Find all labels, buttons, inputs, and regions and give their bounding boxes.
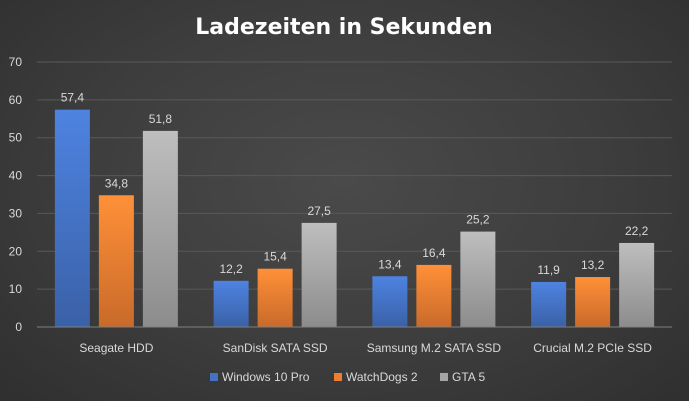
data-label: 22,2 — [625, 224, 649, 238]
legend-swatch — [334, 373, 342, 381]
legend-swatch — [440, 373, 448, 381]
y-tick-label: 20 — [9, 244, 23, 258]
bar — [302, 223, 337, 327]
bar — [531, 282, 566, 327]
y-tick-label: 10 — [9, 282, 23, 296]
data-label: 34,8 — [105, 176, 129, 190]
x-tick-label: Samsung M.2 SATA SSD — [367, 341, 502, 355]
data-label: 13,4 — [378, 257, 402, 271]
bar — [460, 232, 495, 327]
bar — [575, 277, 610, 327]
legend-label: WatchDogs 2 — [346, 370, 418, 384]
bar — [214, 281, 249, 327]
legend-swatch — [210, 373, 218, 381]
x-tick-label: SanDisk SATA SSD — [223, 341, 328, 355]
data-label: 27,5 — [307, 204, 331, 218]
y-tick-label: 60 — [9, 93, 23, 107]
y-tick-label: 70 — [9, 55, 23, 69]
legend-label: Windows 10 Pro — [222, 370, 310, 384]
bars — [55, 110, 654, 327]
legend-label: GTA 5 — [452, 370, 485, 384]
y-tick-label: 0 — [15, 320, 22, 334]
x-axis-ticks: Seagate HDD SanDisk SATA SSD Samsung M.2 S… — [37, 327, 672, 355]
x-tick-label: Seagate HDD — [79, 341, 153, 355]
data-label: 15,4 — [263, 250, 287, 264]
x-tick-label: Crucial M.2 PCIe SSD — [533, 341, 652, 355]
data-label: 57,4 — [61, 91, 85, 105]
bar — [99, 195, 134, 327]
data-label: 11,9 — [537, 263, 560, 277]
bar — [372, 276, 407, 327]
bar — [143, 131, 178, 327]
data-label: 16,4 — [422, 246, 446, 260]
y-tick-label: 40 — [9, 169, 23, 183]
y-axis-ticks: 0 10 20 30 40 50 60 70 — [9, 55, 23, 334]
bar — [258, 269, 293, 327]
legend: Windows 10 Pro WatchDogs 2 GTA 5 — [210, 370, 485, 384]
y-tick-label: 30 — [9, 206, 23, 220]
data-label: 13,2 — [581, 258, 605, 272]
data-label: 51,8 — [149, 112, 173, 126]
y-tick-label: 50 — [9, 131, 23, 145]
bar — [55, 110, 90, 327]
data-label: 25,2 — [466, 213, 490, 227]
data-label: 12,2 — [219, 262, 243, 276]
bar — [416, 265, 451, 327]
chart-title: Ladezeiten in Sekunden — [195, 15, 492, 40]
bar — [619, 243, 654, 327]
